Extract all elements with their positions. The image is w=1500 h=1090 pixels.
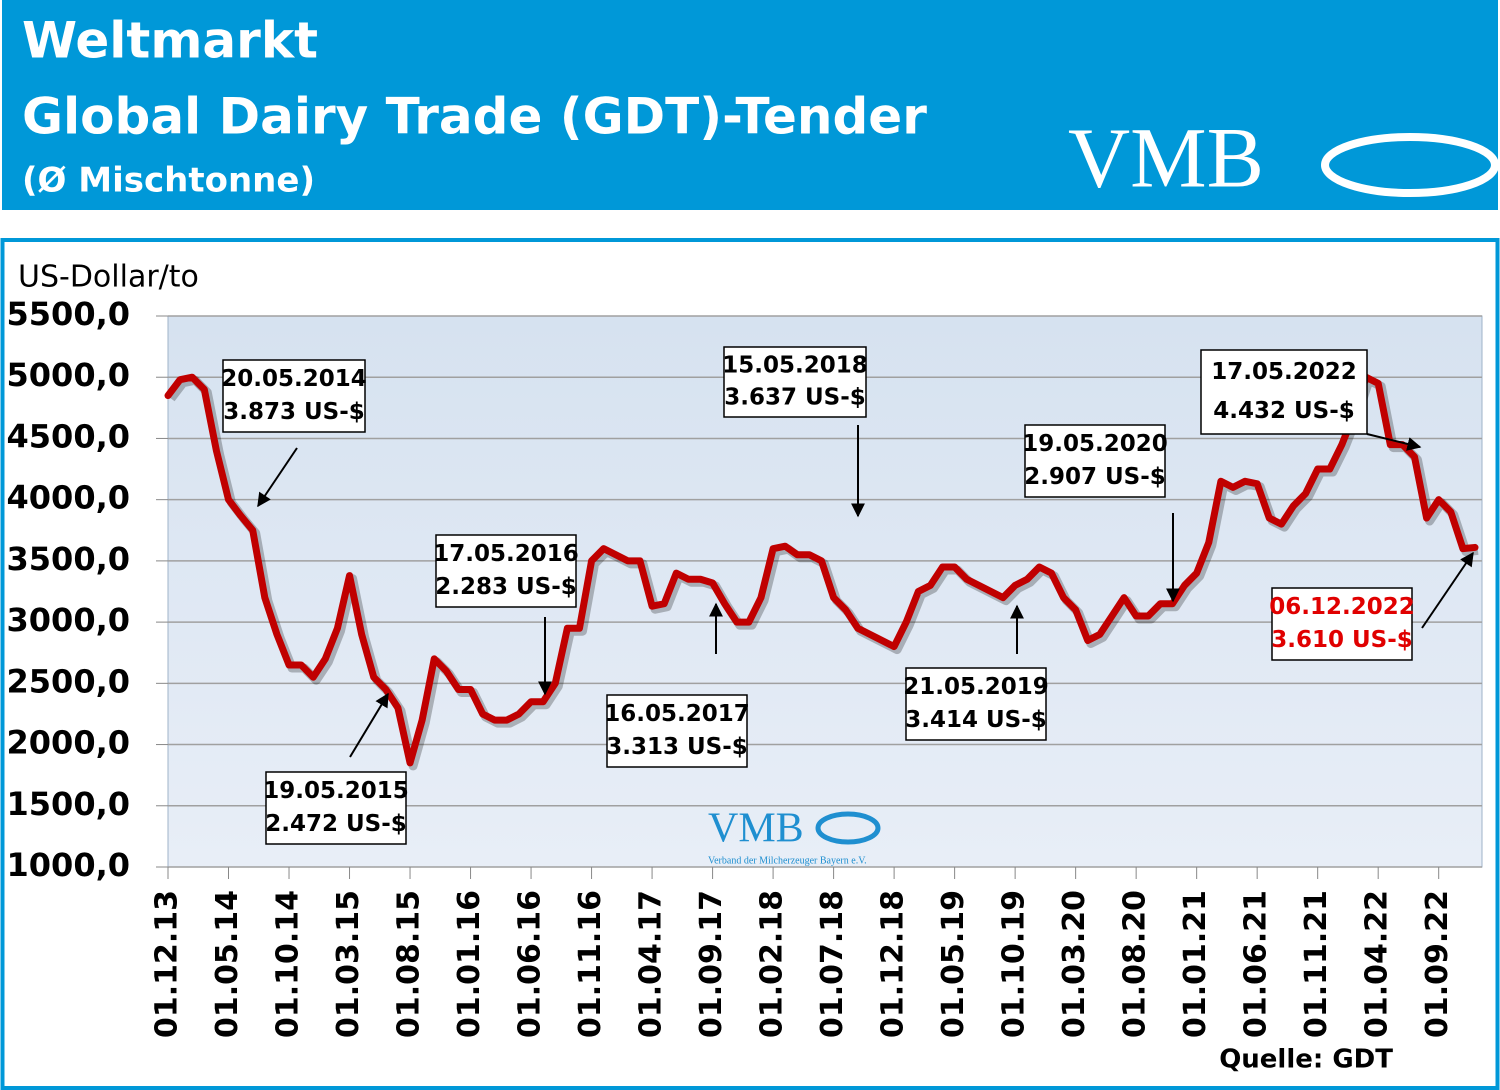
annotation-box xyxy=(1271,587,1413,661)
x-tick-label: 01.08.20 xyxy=(1118,890,1153,1038)
annotation-text: 17.05.2022 xyxy=(1211,359,1357,385)
logo: VMB xyxy=(1068,110,1264,206)
x-tick-label: 01.05.14 xyxy=(210,890,245,1038)
annotation-box xyxy=(222,359,366,433)
y-tick-label: 2000,0 xyxy=(7,724,130,762)
header-title: Weltmarkt xyxy=(22,12,318,70)
x-tick-label: 01.06.21 xyxy=(1239,890,1274,1038)
annotation-arrow xyxy=(257,447,298,508)
annotation-text: 3.610 US-$ xyxy=(1271,627,1413,653)
watermark-text: Verband der Milcherzeuger Bayern e.V. xyxy=(708,855,867,866)
y-tick-label: 2500,0 xyxy=(7,662,130,700)
annotation-box xyxy=(606,694,748,768)
annotation-text: 4.432 US-$ xyxy=(1213,398,1355,424)
annotation-text: 20.05.2014 xyxy=(221,366,367,392)
annotation-text: 17.05.2016 xyxy=(433,541,579,567)
x-tick-label: 01.02.18 xyxy=(755,890,790,1038)
annotation-text: 16.05.2017 xyxy=(604,701,750,727)
watermark-swoosh xyxy=(815,811,881,845)
annotation-text: 19.05.2015 xyxy=(263,778,409,804)
x-tick-label: 01.03.15 xyxy=(331,890,366,1038)
annotation-text: 06.12.2022 xyxy=(1269,594,1415,620)
watermark-logo: VMB xyxy=(708,806,804,852)
x-tick-label: 01.03.20 xyxy=(1057,890,1092,1038)
x-tick-label: 01.10.19 xyxy=(997,890,1032,1038)
x-tick-label: 01.11.21 xyxy=(1299,890,1334,1038)
annotation-text: 15.05.2018 xyxy=(722,352,868,378)
annotation-text: 2.283 US-$ xyxy=(435,574,577,600)
y-tick-label: 5500,0 xyxy=(7,295,130,333)
x-tick-label: 01.04.17 xyxy=(634,890,669,1038)
annotation-text: 3.414 US-$ xyxy=(905,707,1047,733)
annotation-text: 21.05.2019 xyxy=(903,674,1049,700)
y-tick-label: 1000,0 xyxy=(7,846,130,884)
header-subtitle: Global Dairy Trade (GDT)-Tender xyxy=(22,88,927,146)
y-tick-label: 5000,0 xyxy=(7,356,130,394)
annotation-text: 3.313 US-$ xyxy=(606,734,748,760)
x-tick-label: 01.01.21 xyxy=(1178,890,1213,1038)
annotation-text: 3.637 US-$ xyxy=(724,385,866,411)
y-tick-label: 3500,0 xyxy=(7,540,130,578)
header-note: (Ø Mischtonne) xyxy=(22,161,315,201)
x-tick-label: 01.12.18 xyxy=(876,890,911,1038)
y-tick-label: 4000,0 xyxy=(7,479,130,517)
annotation-box xyxy=(905,667,1047,741)
annotation-arrow xyxy=(1421,551,1474,629)
annotation-box xyxy=(723,346,867,418)
annotation-box xyxy=(1024,424,1166,498)
x-tick-label: 01.04.22 xyxy=(1360,890,1395,1038)
x-tick-label: 01.11.16 xyxy=(573,890,608,1038)
x-tick-label: 01.07.18 xyxy=(815,890,850,1038)
annotation-text: 3.873 US-$ xyxy=(223,399,365,425)
annotation-box xyxy=(435,534,577,608)
source: Quelle: GDT xyxy=(1219,1045,1393,1075)
x-tick-label: 01.06.16 xyxy=(513,890,548,1038)
y-tick-label: 1500,0 xyxy=(7,785,130,823)
y-axis-label: US-Dollar/to xyxy=(18,260,199,295)
y-tick-label: 3000,0 xyxy=(7,601,130,639)
series-line xyxy=(164,373,1479,767)
y-tick-label: 4500,0 xyxy=(7,417,130,455)
annotation-box xyxy=(265,771,407,845)
annotation-box xyxy=(1200,349,1368,435)
x-tick-label: 01.01.16 xyxy=(452,890,487,1038)
header xyxy=(2,0,1498,210)
x-tick-label: 01.12.13 xyxy=(150,890,185,1038)
x-tick-label: 01.09.17 xyxy=(694,890,729,1038)
x-tick-label: 01.09.22 xyxy=(1420,890,1455,1038)
annotation-text: 2.472 US-$ xyxy=(265,811,407,837)
x-tick-label: 01.05.19 xyxy=(936,890,971,1038)
annotation-text: 19.05.2020 xyxy=(1022,431,1168,457)
x-tick-label: 01.10.14 xyxy=(271,890,306,1038)
annotation-arrow xyxy=(349,692,389,758)
logo-swoosh xyxy=(1321,133,1499,197)
annotation-text: 2.907 US-$ xyxy=(1024,464,1166,490)
annotation-arrow xyxy=(1366,433,1422,451)
x-tick-label: 01.08.15 xyxy=(392,890,427,1038)
